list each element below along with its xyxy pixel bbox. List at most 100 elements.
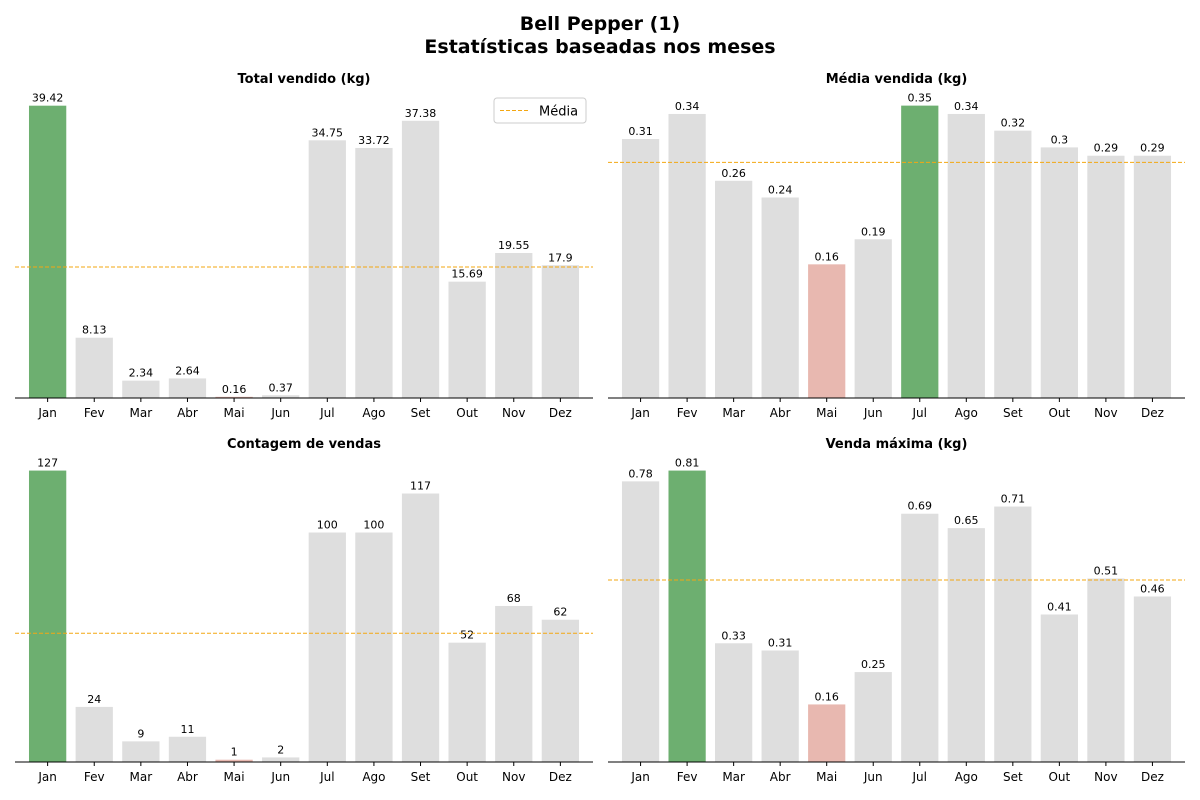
bar-out — [448, 642, 486, 762]
bar-dez — [541, 265, 580, 398]
x-tick-label: Dez — [1141, 406, 1164, 420]
data-label: 0.3 — [1051, 133, 1069, 146]
bar-dez — [1133, 596, 1172, 762]
bar-set — [401, 493, 440, 762]
bar-ago — [947, 528, 985, 762]
data-label: 0.71 — [1001, 493, 1026, 506]
data-label: 2.64 — [175, 364, 200, 377]
bar-abr — [761, 650, 799, 762]
x-tick-label: Jun — [270, 406, 290, 420]
x-tick-label: Ago — [362, 406, 385, 420]
data-label: 0.78 — [628, 467, 653, 480]
bar-ago — [355, 147, 393, 398]
x-tick-label: Nov — [1094, 406, 1117, 420]
x-tick-label: Dez — [549, 406, 572, 420]
data-label: 15.69 — [451, 268, 483, 281]
data-label: 0.26 — [721, 167, 746, 180]
bar-jan — [28, 105, 67, 398]
data-label: 37.38 — [405, 107, 437, 120]
bar-dez — [1133, 155, 1172, 398]
chart-title: Venda máxima (kg) — [826, 437, 968, 452]
x-tick-label: Set — [411, 406, 431, 420]
chart-title: Total vendido (kg) — [238, 72, 371, 87]
x-tick-label: Jan — [37, 770, 57, 784]
bar-mai — [808, 704, 846, 762]
x-tick-label: Jan — [37, 406, 57, 420]
x-tick-label: Abr — [770, 770, 791, 784]
x-tick-label: Jun — [270, 770, 290, 784]
x-tick-label: Set — [1003, 770, 1023, 784]
data-label: 0.34 — [675, 100, 700, 113]
data-label: 62 — [553, 606, 567, 619]
bar-nov — [1087, 155, 1125, 398]
x-tick-label: Mai — [816, 770, 837, 784]
data-label: 39.42 — [32, 92, 64, 105]
figure-title: Bell Pepper (1) — [519, 13, 681, 35]
x-tick-label: Jul — [319, 406, 334, 420]
bar-fev — [668, 470, 706, 762]
x-tick-label: Jul — [912, 770, 927, 784]
data-label: 8.13 — [82, 324, 107, 337]
data-label: 127 — [37, 457, 58, 470]
x-tick-label: Out — [1048, 770, 1070, 784]
x-tick-label: Fev — [84, 406, 105, 420]
bar-fev — [668, 113, 706, 399]
bar-out — [1040, 614, 1078, 762]
x-tick-label: Mai — [224, 406, 245, 420]
data-label: 0.31 — [768, 636, 793, 649]
legend-label: Média — [539, 105, 578, 120]
bar-nov — [495, 253, 533, 398]
data-label: 0.16 — [222, 383, 247, 396]
x-tick-label: Jul — [319, 770, 334, 784]
bar-fev — [75, 706, 113, 762]
data-label: 100 — [363, 519, 384, 532]
data-label: 1 — [231, 746, 238, 759]
x-tick-label: Mar — [130, 770, 153, 784]
data-label: 0.46 — [1140, 582, 1165, 595]
data-label: 0.25 — [861, 658, 886, 671]
x-tick-label: Nov — [502, 770, 525, 784]
data-label: 0.65 — [954, 514, 979, 527]
x-tick-label: Out — [1048, 406, 1070, 420]
bar-jul — [901, 105, 939, 398]
bar-jun — [854, 239, 892, 398]
bar-nov — [495, 605, 533, 762]
bar-jan — [28, 470, 67, 762]
data-label: 0.29 — [1094, 142, 1119, 155]
x-tick-label: Nov — [502, 406, 525, 420]
x-tick-label: Set — [411, 770, 431, 784]
bar-set — [401, 120, 440, 398]
figure-subtitle: Estatísticas baseadas nos meses — [424, 36, 776, 58]
data-label: 0.33 — [721, 629, 746, 642]
x-tick-label: Jun — [863, 770, 883, 784]
bar-mar — [715, 180, 753, 398]
legend-box — [493, 97, 587, 124]
data-label: 0.16 — [814, 690, 839, 703]
data-label: 17.9 — [548, 251, 573, 264]
bar-abr — [168, 736, 207, 762]
x-tick-label: Dez — [1141, 770, 1164, 784]
x-tick-label: Out — [456, 406, 478, 420]
x-tick-label: Out — [456, 770, 478, 784]
data-label: 52 — [460, 629, 474, 642]
bar-out — [1040, 147, 1078, 398]
x-tick-label: Jun — [863, 406, 883, 420]
bar-jun — [854, 672, 892, 762]
x-tick-label: Jan — [630, 770, 650, 784]
bar-jun — [262, 757, 300, 762]
bar-mai — [808, 264, 846, 398]
data-label: 117 — [410, 480, 431, 493]
x-tick-label: Set — [1003, 406, 1023, 420]
bar-jan — [621, 481, 660, 762]
x-tick-label: Abr — [177, 406, 198, 420]
data-label: 9 — [137, 727, 144, 740]
x-tick-label: Jan — [630, 406, 650, 420]
data-label: 2.34 — [129, 367, 154, 380]
data-label: 0.19 — [861, 225, 886, 238]
bar-mai — [215, 759, 253, 762]
x-tick-label: Mai — [224, 770, 245, 784]
x-tick-label: Ago — [955, 406, 978, 420]
bar-mai — [215, 396, 253, 398]
chart-panel-4: Venda máxima (kg) 0.78 Jan 0.81 Fev 0.33 Mar 0.… — [608, 437, 1185, 784]
data-label: 0.51 — [1094, 565, 1119, 578]
